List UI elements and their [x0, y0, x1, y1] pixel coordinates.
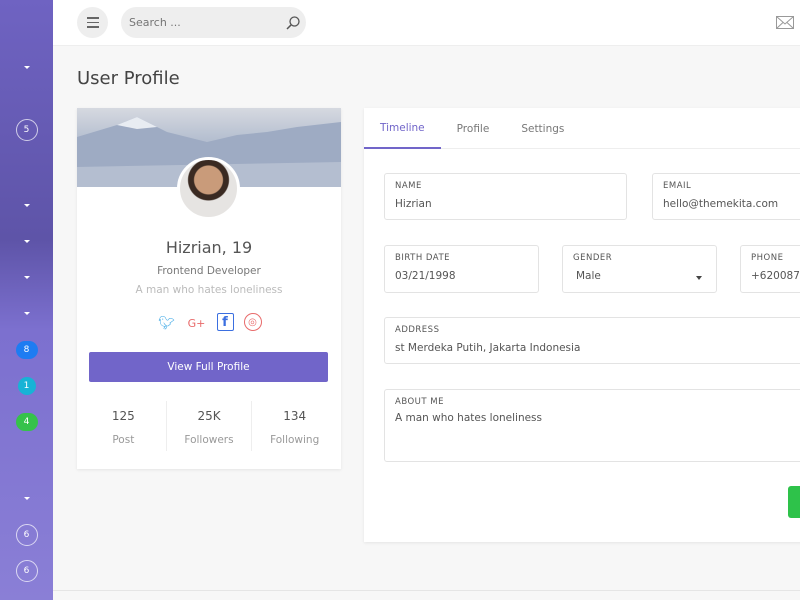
gender-select[interactable]: GENDER Male: [562, 245, 717, 293]
caret-down-icon: [696, 276, 702, 280]
profile-tabs-panel: Timeline Profile Settings NAME Hizrian EM…: [364, 108, 800, 542]
sidebar-item[interactable]: [0, 204, 53, 207]
save-button[interactable]: [788, 486, 800, 518]
stat-value: 125: [111, 409, 135, 423]
sidebar-item[interactable]: [0, 276, 53, 279]
caret-down-icon: [23, 276, 30, 279]
badge: 6: [15, 560, 38, 582]
badge: 4: [15, 413, 38, 431]
twitter-icon[interactable]: 🐦︎: [158, 315, 175, 331]
badge: 6: [15, 524, 38, 546]
search-box: [121, 7, 306, 38]
field-value: hello@themekita.com: [663, 198, 779, 210]
profile-stats: 125 Post 25K Followers 134 Following: [81, 401, 337, 451]
stat-value: 134: [283, 409, 307, 423]
field-value: Male: [576, 270, 601, 282]
tab-settings[interactable]: Settings: [521, 122, 565, 135]
stat-posts: 125 Post: [81, 401, 167, 451]
footer-divider: [53, 590, 800, 591]
stat-label: Post: [112, 434, 135, 446]
tab-profile[interactable]: Profile: [456, 122, 490, 135]
field-label: PHONE: [751, 253, 784, 263]
tab-bar: Timeline Profile Settings: [364, 108, 800, 149]
stat-value: 25K: [197, 409, 221, 423]
sidebar: 5 8 1 4 6 6: [0, 0, 53, 600]
field-label: EMAIL: [663, 181, 692, 191]
badge: 1: [17, 377, 36, 395]
profile-card: Hizrian, 19 Frontend Developer A man who…: [77, 108, 341, 469]
google-plus-icon[interactable]: G+: [187, 316, 206, 330]
stat-label: Following: [270, 434, 320, 446]
dribbble-icon[interactable]: ◎: [243, 313, 262, 331]
birth-date-field[interactable]: BIRTH DATE 03/21/1998: [384, 245, 539, 293]
search-input[interactable]: [129, 16, 269, 29]
avatar: [177, 157, 240, 220]
sidebar-item[interactable]: 4: [0, 413, 53, 431]
field-label: ADDRESS: [395, 325, 440, 335]
page-title: User Profile: [77, 68, 180, 89]
tab-timeline[interactable]: Timeline: [364, 108, 441, 149]
stat-followers: 25K Followers: [167, 401, 253, 451]
phone-field[interactable]: PHONE +6200876: [740, 245, 800, 293]
field-label: GENDER: [573, 253, 613, 263]
field-label: ABOUT ME: [395, 397, 445, 407]
profile-bio: A man who hates loneliness: [135, 284, 283, 296]
menu-toggle-button[interactable]: [77, 7, 108, 38]
sidebar-item[interactable]: 8: [0, 341, 53, 359]
mail-icon[interactable]: [776, 16, 794, 29]
field-value: Hizrian: [395, 198, 432, 210]
profile-name: Hizrian, 19: [165, 238, 253, 257]
sidebar-item[interactable]: [0, 240, 53, 243]
field-value: st Merdeka Putih, Jakarta Indonesia: [395, 342, 581, 354]
profile-role: Frontend Developer: [157, 265, 261, 277]
email-field[interactable]: EMAIL hello@themekita.com: [652, 173, 800, 220]
view-full-profile-button[interactable]: View Full Profile: [89, 352, 328, 382]
badge: 5: [15, 119, 38, 141]
sidebar-item[interactable]: [0, 497, 53, 500]
facebook-icon[interactable]: f: [216, 313, 234, 331]
field-value: A man who hates loneliness: [395, 412, 542, 424]
field-label: NAME: [395, 181, 422, 191]
address-field[interactable]: ADDRESS st Merdeka Putih, Jakarta Indones…: [384, 317, 800, 364]
sidebar-item[interactable]: [0, 66, 53, 69]
caret-down-icon: [23, 66, 30, 69]
sidebar-item[interactable]: 1: [0, 377, 53, 395]
field-value: 03/21/1998: [395, 270, 456, 282]
stat-following: 134 Following: [252, 401, 337, 451]
sidebar-item[interactable]: [0, 312, 53, 315]
caret-down-icon: [23, 312, 30, 315]
topbar: [53, 0, 800, 46]
field-value: +6200876: [751, 270, 800, 282]
sidebar-item[interactable]: 6: [0, 524, 53, 546]
name-field[interactable]: NAME Hizrian: [384, 173, 627, 220]
about-me-field[interactable]: ABOUT ME A man who hates loneliness: [384, 389, 800, 462]
caret-down-icon: [23, 204, 30, 207]
badge: 8: [15, 341, 38, 359]
search-icon[interactable]: [285, 15, 301, 31]
field-label: BIRTH DATE: [395, 253, 451, 263]
sidebar-item[interactable]: 5: [0, 119, 53, 141]
caret-down-icon: [23, 497, 30, 500]
stat-label: Followers: [184, 434, 234, 446]
sidebar-item[interactable]: 6: [0, 560, 53, 582]
social-links: 🐦︎ G+ f ◎: [77, 313, 341, 333]
caret-down-icon: [23, 240, 30, 243]
